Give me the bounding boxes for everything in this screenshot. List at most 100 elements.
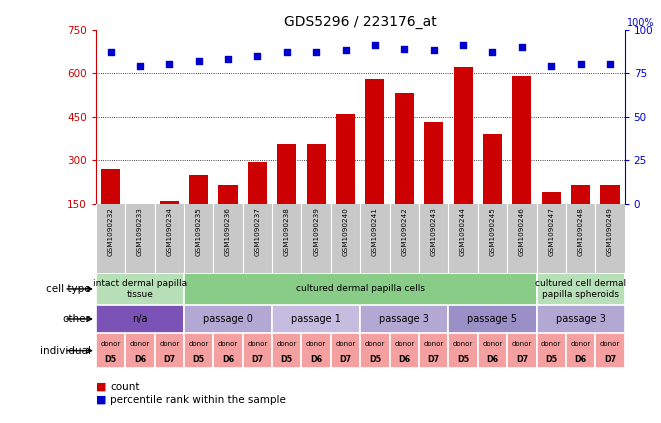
Bar	[478, 333, 507, 368]
Point	[135, 63, 145, 69]
Text: other: other	[63, 314, 91, 324]
Bar	[566, 333, 596, 368]
Bar	[596, 333, 625, 368]
Bar	[272, 305, 360, 333]
Text: donor: donor	[365, 341, 385, 347]
Point	[546, 63, 557, 69]
Text: D5: D5	[457, 355, 469, 364]
Bar	[331, 333, 360, 368]
Text: GSM1090246: GSM1090246	[519, 207, 525, 256]
Point	[252, 52, 262, 59]
Text: donor: donor	[188, 341, 209, 347]
Text: donor: donor	[100, 341, 121, 347]
Point	[369, 42, 380, 49]
Text: GSM1090249: GSM1090249	[607, 207, 613, 256]
Bar	[160, 201, 179, 203]
Text: donor: donor	[130, 341, 150, 347]
Text: passage 3: passage 3	[556, 314, 605, 324]
Bar	[360, 333, 389, 368]
Text: D6: D6	[574, 355, 587, 364]
Bar	[336, 114, 355, 203]
Bar	[96, 273, 184, 305]
Point	[575, 61, 586, 68]
Text: D6: D6	[134, 355, 146, 364]
Text: cultured dermal papilla cells: cultured dermal papilla cells	[295, 284, 425, 294]
Text: donor: donor	[570, 341, 591, 347]
Bar	[301, 333, 331, 368]
Bar	[448, 305, 537, 333]
Bar	[96, 333, 125, 368]
Text: D7: D7	[163, 355, 175, 364]
Bar	[243, 333, 272, 368]
Text: D6: D6	[486, 355, 498, 364]
Text: D6: D6	[222, 355, 234, 364]
Bar	[96, 305, 184, 333]
Point	[311, 49, 321, 55]
Point	[164, 61, 175, 68]
Text: passage 0: passage 0	[203, 314, 253, 324]
Text: donor: donor	[218, 341, 238, 347]
Text: GSM1090240: GSM1090240	[342, 207, 348, 256]
Point	[340, 47, 351, 54]
Text: ■: ■	[96, 382, 106, 392]
Text: GSM1090245: GSM1090245	[489, 207, 496, 256]
Text: D5: D5	[281, 355, 293, 364]
Text: passage 3: passage 3	[379, 314, 429, 324]
Text: D6: D6	[398, 355, 410, 364]
Text: D5: D5	[192, 355, 205, 364]
Bar	[125, 333, 155, 368]
Text: GSM1090242: GSM1090242	[401, 207, 407, 256]
Bar	[512, 76, 531, 203]
Text: donor: donor	[512, 341, 532, 347]
Bar	[219, 185, 237, 203]
Bar	[277, 144, 296, 203]
Bar	[130, 203, 149, 209]
Text: GSM1090235: GSM1090235	[196, 207, 202, 256]
Bar	[537, 305, 625, 333]
Bar	[184, 305, 272, 333]
Text: n/a: n/a	[132, 314, 147, 324]
Bar	[453, 67, 473, 203]
Point	[458, 42, 469, 49]
Bar	[507, 333, 537, 368]
Bar	[395, 93, 414, 203]
Text: ■: ■	[96, 395, 106, 405]
Text: D5: D5	[369, 355, 381, 364]
Text: intact dermal papilla
tissue: intact dermal papilla tissue	[93, 279, 187, 299]
Point	[105, 49, 116, 55]
Title: GDS5296 / 223176_at: GDS5296 / 223176_at	[284, 14, 437, 29]
Bar	[483, 134, 502, 203]
Point	[282, 49, 292, 55]
Text: D6: D6	[310, 355, 323, 364]
Text: GSM1090244: GSM1090244	[460, 207, 466, 256]
Bar	[214, 333, 243, 368]
Text: D7: D7	[428, 355, 440, 364]
Text: donor: donor	[600, 341, 620, 347]
Bar	[360, 305, 448, 333]
Point	[516, 44, 527, 50]
Text: GSM1090247: GSM1090247	[548, 207, 554, 256]
Text: GSM1090239: GSM1090239	[313, 207, 319, 256]
Bar	[448, 333, 478, 368]
Text: D5: D5	[545, 355, 557, 364]
Point	[223, 56, 233, 63]
Text: GSM1090232: GSM1090232	[108, 207, 114, 256]
Text: GSM1090236: GSM1090236	[225, 207, 231, 256]
Text: D7: D7	[604, 355, 616, 364]
Bar	[389, 333, 419, 368]
Text: donor: donor	[335, 341, 356, 347]
Text: D5: D5	[104, 355, 116, 364]
Text: donor: donor	[453, 341, 473, 347]
Bar	[419, 333, 448, 368]
Bar	[366, 79, 385, 203]
Bar	[571, 185, 590, 203]
Point	[605, 61, 615, 68]
Text: individual: individual	[40, 346, 91, 356]
Bar	[184, 333, 214, 368]
Bar	[537, 273, 625, 305]
Bar	[537, 333, 566, 368]
Text: passage 1: passage 1	[292, 314, 341, 324]
Text: count: count	[110, 382, 140, 392]
Text: D7: D7	[516, 355, 528, 364]
Text: GSM1090234: GSM1090234	[167, 207, 173, 256]
